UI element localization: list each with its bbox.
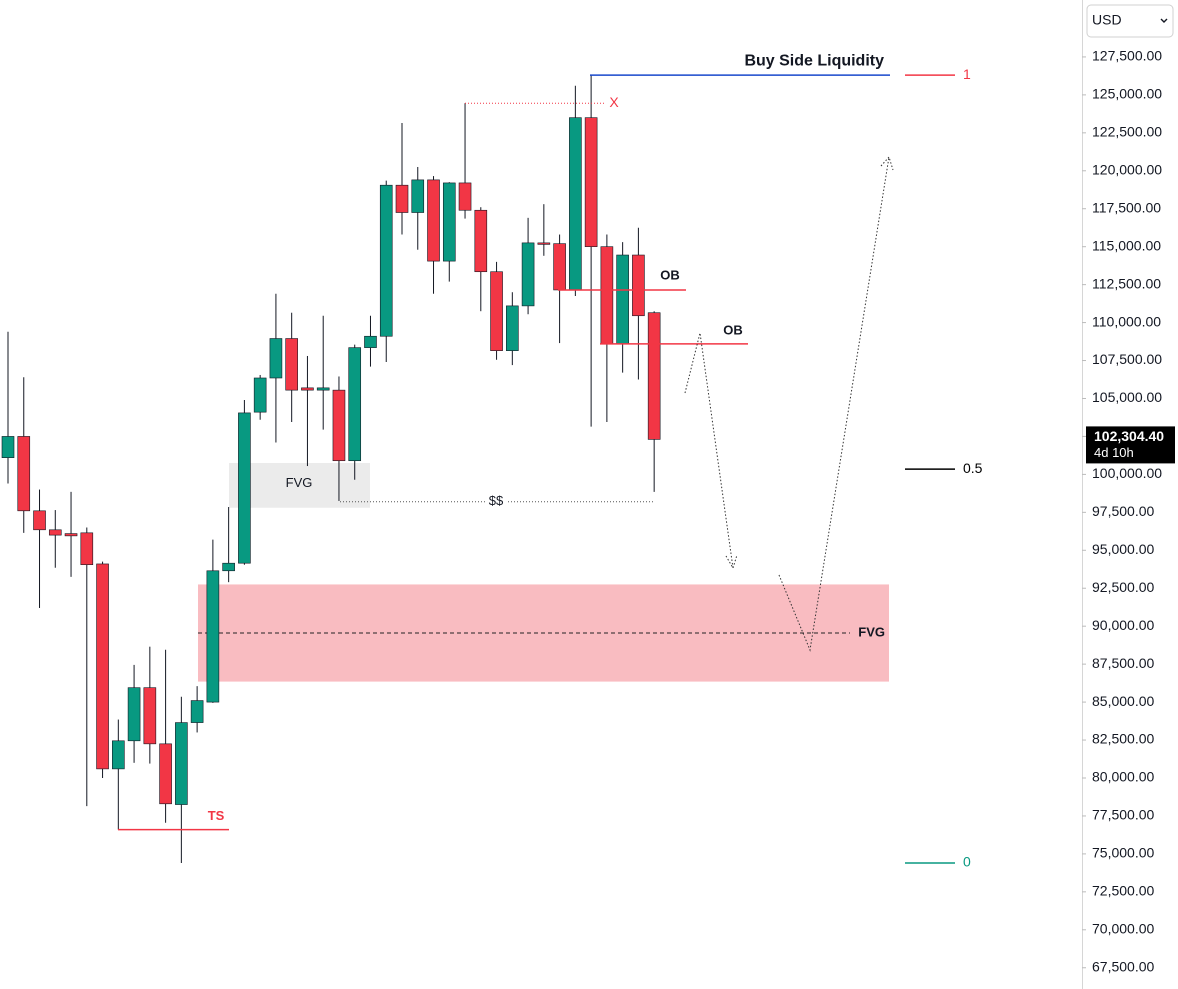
candle-body: [48, 529, 62, 536]
candle-body: [427, 179, 440, 262]
candle-body: [222, 562, 235, 572]
candle-body: [537, 242, 551, 245]
y-tick-label: 77,500.00: [1092, 807, 1154, 823]
candle-body: [490, 271, 503, 351]
candle-body: [379, 184, 393, 337]
candle-body: [584, 117, 598, 247]
fvg-label: FVG: [858, 624, 885, 639]
candle-body: [616, 254, 629, 345]
last-price-label: 102,304.40: [1094, 428, 1164, 444]
projection-up: [778, 156, 890, 652]
countdown-label: 4d 10h: [1094, 445, 1134, 460]
y-tick-label: 75,000.00: [1092, 845, 1154, 861]
y-tick-label: 70,000.00: [1092, 920, 1154, 936]
candle-body: [506, 305, 519, 351]
candle-body: [112, 740, 125, 770]
candle-body: [64, 533, 78, 537]
projection-paths: [684, 156, 894, 652]
candle-body: [600, 246, 614, 345]
currency-dropdown[interactable]: [1086, 4, 1174, 38]
y-tick-label: 92,500.00: [1092, 579, 1154, 595]
candle-body: [521, 242, 535, 307]
fvg-zone: [229, 463, 370, 508]
projection-down: [684, 332, 734, 569]
annotation-label: OB: [723, 322, 743, 337]
fib-label: 0: [963, 854, 971, 870]
y-tick-label: 90,000.00: [1092, 617, 1154, 633]
y-tick-label: 97,500.00: [1092, 503, 1154, 519]
zones: FVG FVG: [198, 463, 889, 682]
y-tick-label: 67,500.00: [1092, 958, 1154, 974]
label-bg: [486, 493, 506, 510]
y-tick-label: 107,500.00: [1092, 351, 1162, 367]
y-tick-label: 80,000.00: [1092, 769, 1154, 785]
y-tick-label: 82,500.00: [1092, 731, 1154, 747]
price-axis: 67,500.00 70,000.00 72,500.00 75,000.00 77,5…: [1082, 48, 1162, 974]
currency-label: USD: [1092, 12, 1122, 28]
fib-label: 0.5: [963, 460, 983, 476]
annotation-label: X: [609, 94, 619, 110]
dropdown-caret: [1160, 18, 1168, 23]
last-price-badge: [1086, 426, 1175, 464]
y-tick-label: 85,000.00: [1092, 693, 1154, 709]
candle-body: [632, 254, 645, 317]
y-tick-label: 120,000.00: [1092, 161, 1162, 177]
fib-label: 1: [963, 66, 971, 82]
y-tick-label: 87,500.00: [1092, 655, 1154, 671]
y-tick-label: 72,500.00: [1092, 883, 1154, 899]
candle-body: [253, 377, 267, 413]
candle-body: [364, 335, 377, 348]
candle-body: [411, 179, 425, 213]
candle-body: [17, 436, 31, 512]
candle-body: [80, 532, 94, 566]
candle-body: [569, 117, 582, 291]
y-tick-label: 105,000.00: [1092, 389, 1162, 405]
candle-body: [285, 338, 298, 391]
y-tick-label: 125,000.00: [1092, 86, 1162, 102]
candle-body: [127, 687, 141, 742]
y-tick-label: 127,500.00: [1092, 48, 1162, 64]
annotation-label: OB: [660, 267, 680, 282]
y-tick-label: 100,000.00: [1092, 465, 1162, 481]
candle-body: [33, 510, 46, 531]
candle-body: [96, 563, 109, 770]
annotation-label: $$: [489, 493, 504, 508]
fvg-label: FVG: [286, 475, 313, 490]
arrow-head: [725, 554, 738, 570]
candle-body: [316, 387, 330, 391]
annotation-label: Buy Side Liquidity: [744, 52, 884, 69]
annotation-label: TS: [208, 808, 225, 823]
annotations: Buy Side Liquidity X OB OB $$ TS 1 0.5 0: [118, 52, 983, 870]
candle-body: [206, 570, 220, 703]
arrow-head: [880, 156, 894, 171]
y-tick-label: 117,500.00: [1092, 199, 1161, 215]
y-tick-label: 112,500.00: [1092, 275, 1161, 291]
candle-body: [301, 387, 314, 391]
candle-body: [442, 182, 456, 262]
candle-body: [332, 389, 346, 462]
candle-body: [458, 182, 472, 211]
candle-body: [269, 338, 283, 379]
candle-body: [159, 743, 172, 805]
candle-body: [175, 722, 188, 805]
candle-body: [1, 436, 15, 458]
candle-body: [553, 243, 566, 291]
candle-body: [190, 700, 204, 723]
candle-body: [474, 209, 488, 273]
y-tick-label: 95,000.00: [1092, 541, 1154, 557]
candle-body: [395, 184, 409, 213]
y-tick-label: 122,500.00: [1092, 124, 1162, 140]
candle-body: [143, 687, 157, 745]
candle-body: [647, 312, 661, 440]
y-tick-label: 115,000.00: [1092, 237, 1161, 253]
candles: [1, 75, 661, 864]
candle-body: [238, 412, 251, 564]
candle-body: [348, 347, 362, 462]
y-tick-label: 110,000.00: [1092, 313, 1161, 329]
